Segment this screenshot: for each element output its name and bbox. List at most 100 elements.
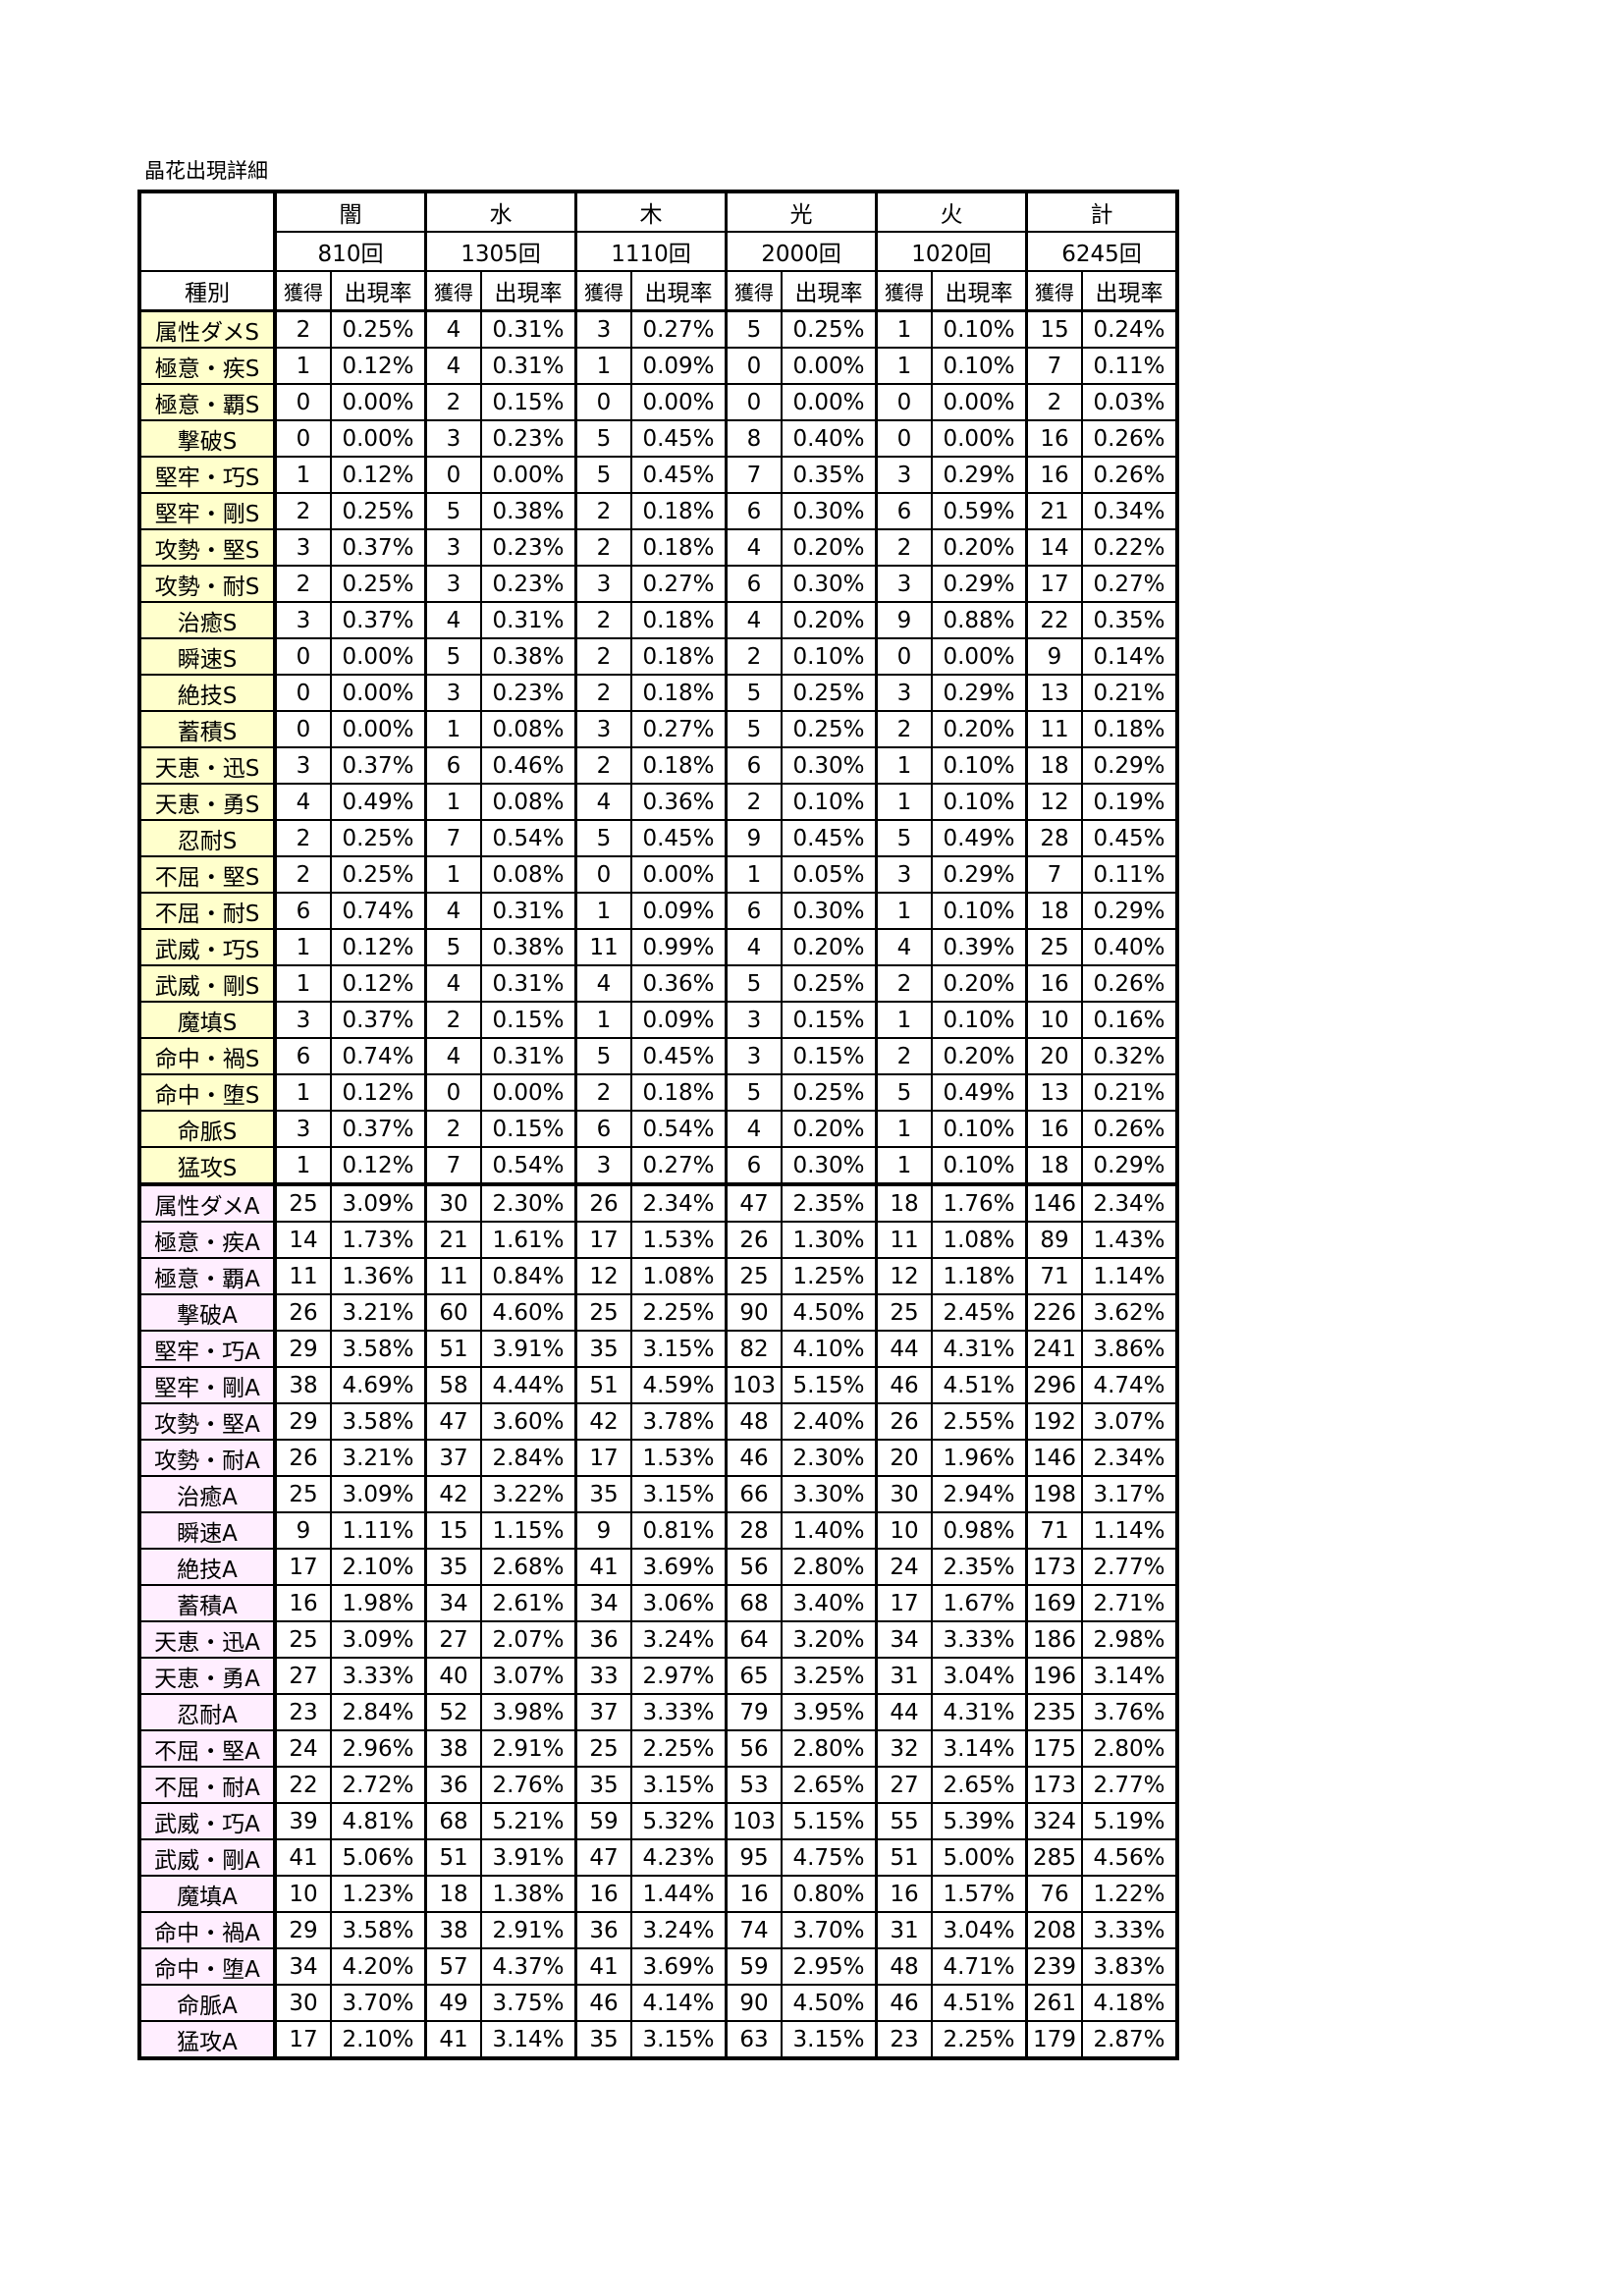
- rate-cell: 0.37%: [330, 1110, 427, 1148]
- obtained-cell: 27: [274, 1657, 332, 1695]
- type-cell: 命中・堕S: [138, 1073, 277, 1112]
- rate-cell: 4.51%: [931, 1984, 1028, 2022]
- rate-cell: 1.73%: [330, 1221, 427, 1259]
- obtained-cell: 12: [1025, 783, 1083, 821]
- rate-cell: 3.09%: [330, 1475, 427, 1513]
- obtained-cell: 2: [875, 964, 933, 1003]
- obtained-cell: 239: [1025, 1947, 1083, 1986]
- rate-cell: 0.49%: [330, 783, 427, 821]
- obtained-cell: 0: [424, 1073, 482, 1112]
- rate-cell: 0.81%: [630, 1511, 728, 1550]
- rate-cell: 0.22%: [1081, 528, 1179, 567]
- obtained-cell: 9: [574, 1511, 632, 1550]
- obtained-cell: 6: [875, 492, 933, 530]
- obtained-cell: 5: [574, 1037, 632, 1075]
- obtained-cell: 33: [574, 1657, 632, 1695]
- rate-cell: 4.37%: [480, 1947, 577, 1986]
- rate-cell: 4.69%: [330, 1366, 427, 1404]
- obtained-cell: 11: [1025, 710, 1083, 748]
- obtained-cell: 32: [875, 1729, 933, 1768]
- element-header: 木: [574, 191, 728, 233]
- rate-cell: 0.29%: [1081, 746, 1179, 785]
- rate-cell: 0.25%: [781, 309, 878, 349]
- obtained-cell: 34: [424, 1584, 482, 1622]
- rate-cell: 4.81%: [330, 1802, 427, 1840]
- rate-cell: 1.18%: [931, 1257, 1028, 1295]
- table-row: 絶技A 17 2.10% 35 2.68% 41 3.69% 56 2.80% 24 2.35% 17…: [138, 1548, 1179, 1586]
- rate-cell: 0.18%: [630, 528, 728, 567]
- rate-cell: 0.18%: [630, 492, 728, 530]
- table-row: 命脈S 3 0.37% 2 0.15% 6 0.54% 4 0.20% 1 0.10% 16 0.26%: [138, 1110, 1179, 1148]
- obtained-cell: 5: [725, 964, 783, 1003]
- obtained-cell: 9: [1025, 637, 1083, 676]
- obtained-cell: 296: [1025, 1366, 1083, 1404]
- rate-cell: 0.16%: [1081, 1001, 1179, 1039]
- obtained-cell: 1: [424, 855, 482, 894]
- obtained-cell: 48: [725, 1402, 783, 1441]
- attempt-count-header: 1110回: [574, 231, 728, 272]
- rate-cell: 3.60%: [480, 1402, 577, 1441]
- rate-cell: 0.31%: [480, 309, 577, 349]
- obtained-cell: 36: [574, 1911, 632, 1949]
- type-cell: 攻勢・堅S: [138, 528, 277, 567]
- element-header: 火: [875, 191, 1028, 233]
- obtained-cell: 17: [274, 1548, 332, 1586]
- obtained-column-header: 獲得: [725, 270, 783, 312]
- table-row: 堅牢・巧A 29 3.58% 51 3.91% 35 3.15% 82 4.10% 44 4.31%…: [138, 1330, 1179, 1368]
- obtained-cell: 12: [574, 1257, 632, 1295]
- obtained-cell: 10: [1025, 1001, 1083, 1039]
- obtained-cell: 34: [875, 1620, 933, 1659]
- rate-cell: 1.61%: [480, 1221, 577, 1259]
- rate-cell: 0.23%: [480, 674, 577, 712]
- obtained-cell: 2: [274, 309, 332, 349]
- obtained-cell: 2: [274, 855, 332, 894]
- rate-cell: 0.20%: [781, 928, 878, 966]
- rate-cell: 2.98%: [1081, 1620, 1179, 1659]
- obtained-cell: 25: [574, 1293, 632, 1332]
- rate-cell: 3.09%: [330, 1182, 427, 1223]
- obtained-cell: 51: [424, 1838, 482, 1877]
- obtained-cell: 3: [424, 528, 482, 567]
- obtained-cell: 26: [274, 1293, 332, 1332]
- rate-cell: 5.21%: [480, 1802, 577, 1840]
- obtained-cell: 34: [574, 1584, 632, 1622]
- rate-cell: 0.30%: [781, 565, 878, 603]
- obtained-cell: 3: [274, 1001, 332, 1039]
- table-row: 絶技S 0 0.00% 3 0.23% 2 0.18% 5 0.25% 3 0.29% 13 0.21%: [138, 674, 1179, 712]
- obtained-cell: 2: [424, 1110, 482, 1148]
- rate-cell: 3.15%: [630, 1475, 728, 1513]
- rate-cell: 4.51%: [931, 1366, 1028, 1404]
- obtained-cell: 1: [875, 892, 933, 930]
- rate-cell: 4.50%: [781, 1984, 878, 2022]
- rate-cell: 0.20%: [931, 1037, 1028, 1075]
- rate-cell: 3.07%: [480, 1657, 577, 1695]
- obtained-cell: 4: [725, 1110, 783, 1148]
- obtained-cell: 3: [875, 565, 933, 603]
- rate-cell: 0.18%: [1081, 710, 1179, 748]
- obtained-cell: 68: [725, 1584, 783, 1622]
- obtained-cell: 2: [274, 565, 332, 603]
- rate-cell: 0.11%: [1081, 855, 1179, 894]
- rate-cell: 3.33%: [1081, 1911, 1179, 1949]
- table-row: 撃破A 26 3.21% 60 4.60% 25 2.25% 90 4.50% 25 2.45% 22…: [138, 1293, 1179, 1332]
- obtained-cell: 1: [424, 710, 482, 748]
- obtained-cell: 0: [875, 419, 933, 458]
- obtained-cell: 4: [574, 964, 632, 1003]
- table-row: 攻勢・耐S 2 0.25% 3 0.23% 3 0.27% 6 0.30% 3 0.29% 17 0.2…: [138, 565, 1179, 603]
- obtained-cell: 17: [1025, 565, 1083, 603]
- rate-cell: 0.49%: [931, 819, 1028, 857]
- rate-cell: 0.09%: [630, 347, 728, 385]
- rate-cell: 4.23%: [630, 1838, 728, 1877]
- rate-cell: 0.98%: [931, 1511, 1028, 1550]
- type-cell: 不屈・耐S: [138, 892, 277, 930]
- type-cell: 攻勢・耐S: [138, 565, 277, 603]
- rate-cell: 0.10%: [931, 309, 1028, 349]
- rate-cell: 2.72%: [330, 1766, 427, 1804]
- type-cell: 極意・覇S: [138, 383, 277, 421]
- rate-cell: 4.50%: [781, 1293, 878, 1332]
- table-row: 武威・巧A 39 4.81% 68 5.21% 59 5.32% 103 5.15% 55 5.39…: [138, 1802, 1179, 1840]
- rate-cell: 0.20%: [931, 528, 1028, 567]
- obtained-cell: 5: [875, 1073, 933, 1112]
- rate-cell: 2.45%: [931, 1293, 1028, 1332]
- obtained-cell: 3: [574, 565, 632, 603]
